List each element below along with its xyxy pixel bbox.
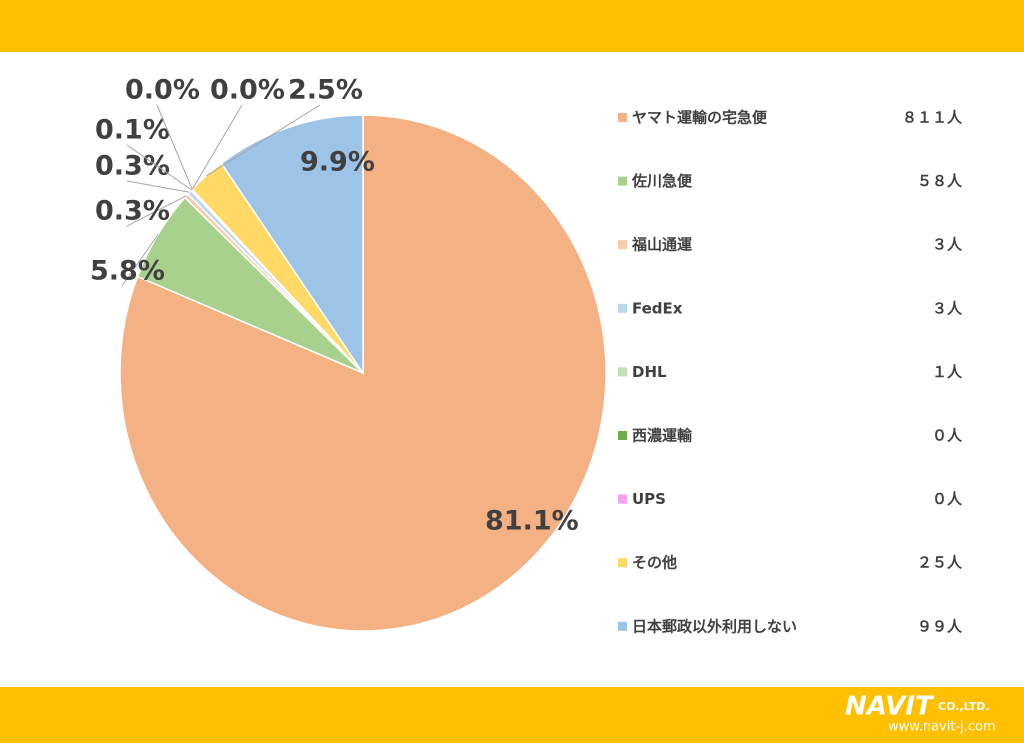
legend-count: ３人: [932, 299, 963, 317]
legend-label: 佐川急便: [631, 172, 693, 190]
legend-swatch: [618, 176, 627, 186]
value-label: 0.3%: [95, 151, 170, 182]
legend-label: その他: [632, 554, 677, 572]
legend-label: DHL: [632, 363, 667, 381]
leader-line: [126, 180, 190, 193]
legend-swatch: [618, 113, 627, 122]
legend-label: 西濃運輸: [632, 427, 693, 445]
value-label: 5.8%: [90, 256, 165, 287]
legend-swatch: [618, 494, 627, 504]
legend-swatch: [618, 367, 627, 377]
legend-swatch: [618, 558, 627, 568]
legend-count: ３人: [932, 236, 963, 254]
legend-label: ヤマト運輸の宅急便: [632, 109, 768, 127]
value-label: 9.9%: [300, 147, 375, 178]
labels: 81.1%5.8%0.3%0.3%0.1%0.0% 0.0% 2.5%9.9%: [90, 75, 579, 537]
pie: [119, 114, 607, 632]
leader-line: [191, 104, 243, 190]
value-label: 0.3%: [95, 196, 170, 227]
value-label: 0.0%: [125, 75, 200, 106]
value-label: 81.1%: [485, 506, 579, 537]
legend-label: FedEx: [632, 299, 683, 317]
legend-swatch: [618, 621, 627, 631]
legend-count: ８１１人: [902, 109, 963, 127]
legend-count: ５８人: [917, 172, 963, 190]
legend-label: 日本郵政以外利用しない: [632, 617, 797, 635]
legend-count: ０人: [932, 490, 963, 508]
slice: [220, 114, 364, 376]
leader-line: [126, 144, 192, 191]
bottom-band: [0, 687, 1024, 743]
legend-label: 福山通運: [631, 236, 693, 254]
legend-swatch: [618, 431, 627, 440]
legend-count: ９９人: [917, 617, 963, 635]
leader-line: [121, 234, 159, 287]
legend-count: １人: [932, 363, 963, 381]
logo-suffix: CO.,LTD.: [938, 700, 990, 713]
legend-count: ０人: [932, 427, 963, 445]
legend-swatch: [618, 303, 627, 313]
legend-label: UPS: [632, 490, 666, 508]
leader-line: [156, 104, 193, 190]
logo-url: www.navit-j.com: [888, 720, 996, 735]
logo-name: NAVIT: [845, 692, 935, 722]
leader-line: [126, 195, 187, 227]
value-label: 0.1%: [95, 115, 170, 146]
legend-count: ２５人: [917, 554, 963, 572]
value-label: 2.5%: [288, 75, 363, 106]
legend-swatch: [618, 240, 627, 250]
value-label: 0.0%: [210, 75, 285, 106]
top-band: [0, 0, 1024, 52]
leader-line: [206, 104, 321, 177]
